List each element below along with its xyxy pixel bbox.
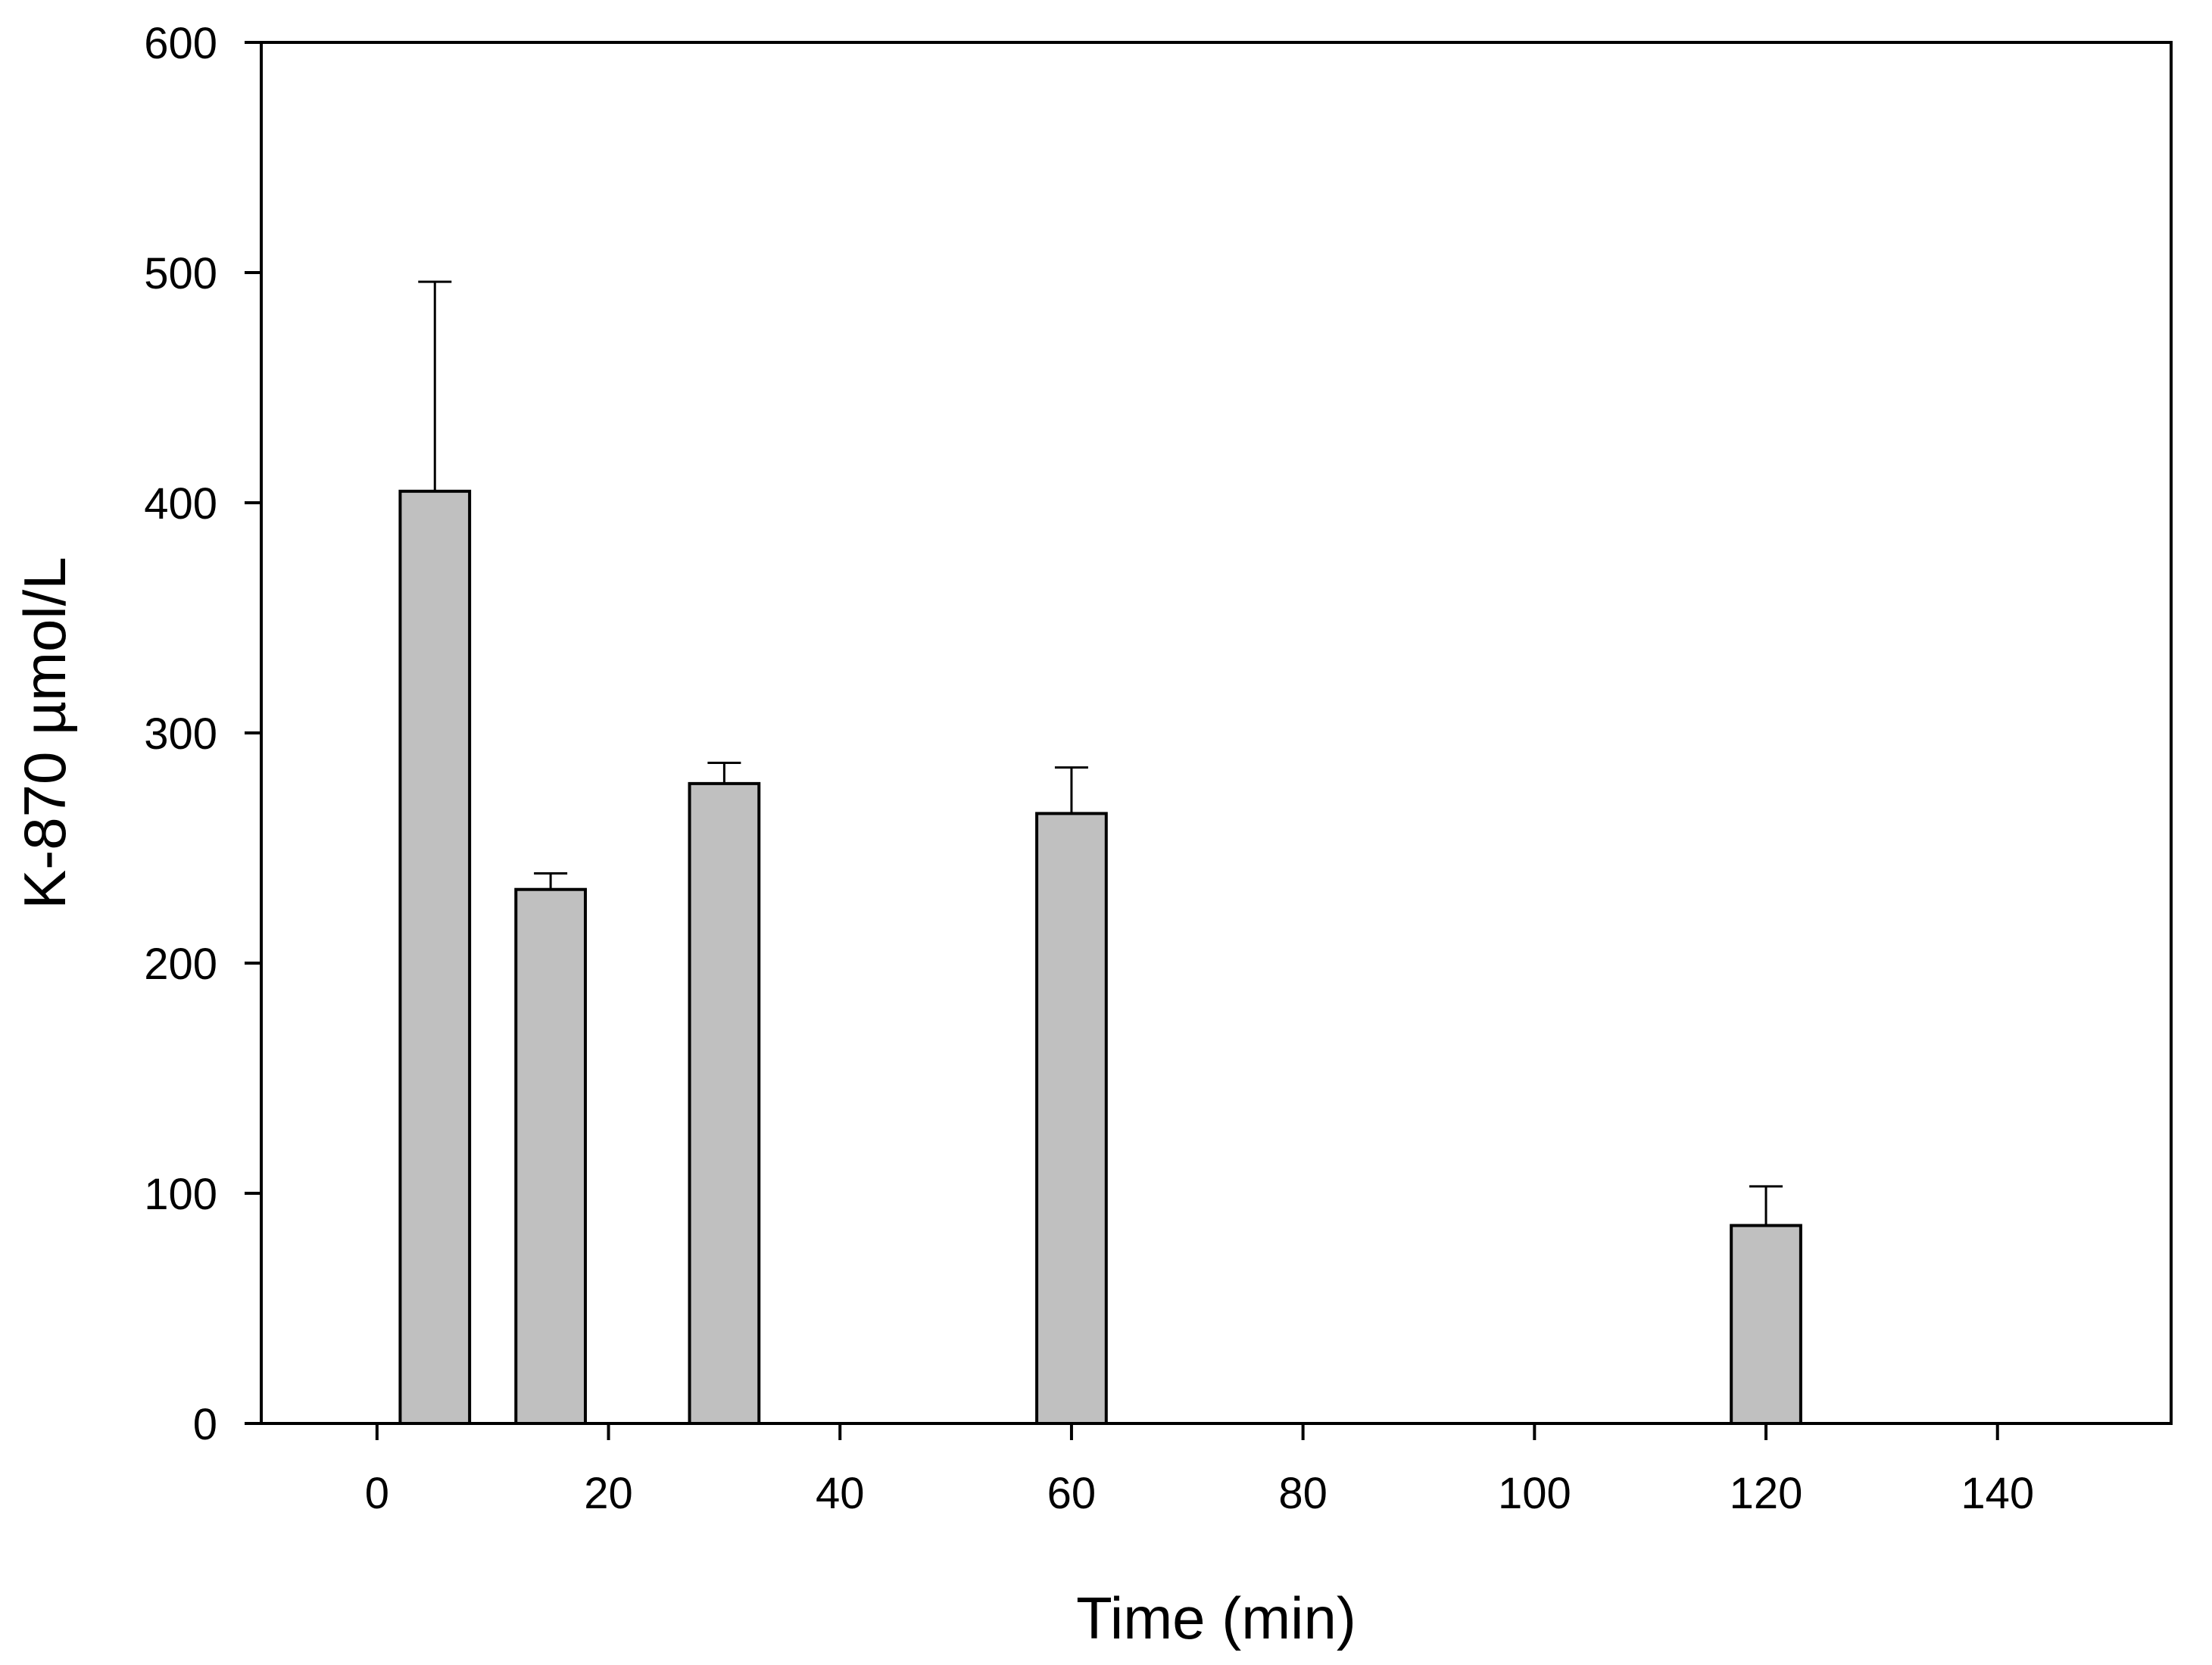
bar-120 [1730, 1224, 1802, 1426]
bar-30 [688, 781, 761, 1425]
bar-60 [1035, 812, 1108, 1425]
y-tick-label-100: 100 [144, 1170, 217, 1219]
bar-15 [514, 887, 587, 1425]
x-tick-label-0: 0 [365, 1469, 389, 1518]
y-tick-label-0: 0 [193, 1400, 217, 1449]
x-tick-label-20: 20 [584, 1469, 633, 1518]
bars-layer [398, 280, 1802, 1426]
ticks-layer: 0 100 200 300 400 500 600 0 20 40 60 80 100 120 140 [144, 19, 2034, 1518]
x-tick-label-40: 40 [816, 1469, 865, 1518]
y-axis-title: K-870 µmol/L [11, 557, 78, 909]
x-tick-label-80: 80 [1278, 1469, 1328, 1518]
x-tick-label-60: 60 [1047, 1469, 1097, 1518]
x-tick-label-140: 140 [1961, 1469, 2034, 1518]
x-axis-title: Time (min) [1076, 1585, 1356, 1651]
y-tick-label-400: 400 [144, 479, 217, 528]
x-tick-label-100: 100 [1498, 1469, 1571, 1518]
y-tick-label-300: 300 [144, 709, 217, 759]
x-tick-label-120: 120 [1730, 1469, 1803, 1518]
y-tick-label-200: 200 [144, 940, 217, 989]
bar-5 [398, 489, 472, 1425]
y-tick-label-600: 600 [144, 19, 217, 68]
y-tick-label-500: 500 [144, 249, 217, 298]
